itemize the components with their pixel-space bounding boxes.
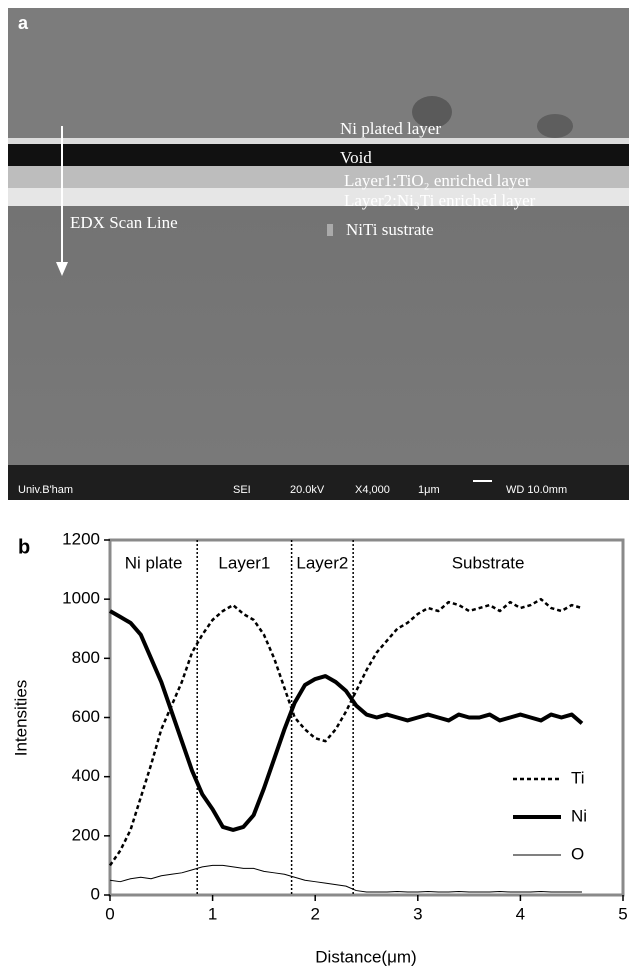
void-band <box>8 144 629 166</box>
layer-label: Layer1:TiO₂ enriched layer <box>344 171 531 190</box>
ni-edge <box>8 138 629 144</box>
layer-label: NiTi sustrate <box>346 220 434 239</box>
series-line <box>109 864 582 893</box>
marker <box>327 224 333 236</box>
x-tick-label: 5 <box>618 904 627 923</box>
x-tick-label: 0 <box>105 904 114 923</box>
layer2-band <box>8 188 629 206</box>
footer-text: SEI <box>233 484 251 496</box>
ni-layer-region <box>8 8 629 140</box>
surface-feature <box>412 96 452 128</box>
layer1-band <box>8 166 629 188</box>
y-tick-label: 1000 <box>62 589 100 608</box>
legend-label: O <box>571 844 584 863</box>
footer-text: Univ.B'ham <box>18 484 73 496</box>
x-axis-label: Distance(μm) <box>315 947 416 966</box>
layer-label: Layer2:Ni₃Ti enriched layer <box>344 191 536 210</box>
y-tick-label: 200 <box>72 825 100 844</box>
footer-text: 1μm <box>418 484 440 496</box>
y-tick-label: 600 <box>72 707 100 726</box>
x-tick-label: 3 <box>413 904 422 923</box>
layer-label: Void <box>340 148 372 167</box>
sem-footer <box>8 465 629 500</box>
legend-label: Ni <box>571 806 587 825</box>
footer-text: WD 10.0mm <box>506 484 567 496</box>
x-tick-label: 4 <box>516 904 525 923</box>
panel-b: b Intensities Distance(μm) 0 200 400 600 800… <box>11 529 627 966</box>
y-tick-label: 1200 <box>62 529 100 548</box>
panel-a: a Ni plated layer Void Layer1:TiO₂ enric… <box>8 8 629 500</box>
y-tick-label: 400 <box>72 766 100 785</box>
y-tick-label: 0 <box>91 884 100 903</box>
scan-arrow <box>56 262 68 276</box>
y-axis-label: Intensities <box>11 680 30 757</box>
footer-text: 20.0kV <box>290 484 325 496</box>
region-label: Substrate <box>452 553 525 572</box>
panel-label: b <box>18 536 30 558</box>
panel-label: a <box>18 13 29 33</box>
footer-text: X4,000 <box>355 484 390 496</box>
series-line <box>109 609 584 832</box>
series-line <box>108 597 583 867</box>
region-label: Layer1 <box>218 553 270 572</box>
layer-label: Ni plated layer <box>340 119 441 138</box>
x-tick-label: 1 <box>208 904 217 923</box>
region-label: Ni plate <box>125 553 183 572</box>
region-label: Layer2 <box>296 553 348 572</box>
surface-feature <box>537 114 573 138</box>
legend-label: Ti <box>571 768 585 787</box>
y-tick-label: 800 <box>72 648 100 667</box>
scan-line-label: EDX Scan Line <box>70 213 178 232</box>
x-tick-label: 2 <box>310 904 319 923</box>
